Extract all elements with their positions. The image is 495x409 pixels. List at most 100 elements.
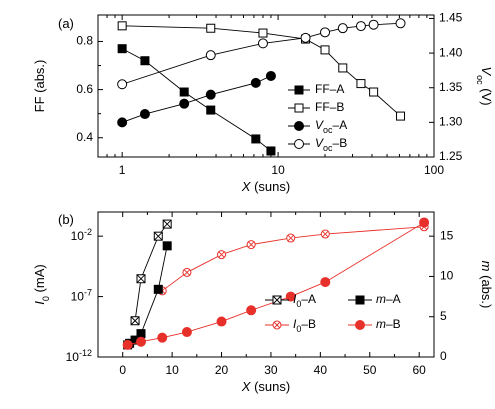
y-tick-label: 10-12 xyxy=(66,348,92,364)
data-point xyxy=(206,105,216,115)
data-point xyxy=(181,327,192,338)
legend-label: m–A xyxy=(376,292,401,306)
x-axis-label: X (suns) xyxy=(241,179,290,194)
y-tick-label: 0.6 xyxy=(76,82,93,96)
y2-axis-label: m (abs.) xyxy=(479,261,494,309)
x-tick-label: 60 xyxy=(412,363,426,377)
data-point xyxy=(266,146,276,156)
legend-marker xyxy=(294,121,304,131)
legend-label: FF–B xyxy=(315,100,344,114)
x-tick-label: 10 xyxy=(165,363,179,377)
data-point xyxy=(135,336,146,347)
data-point xyxy=(157,332,168,343)
data-point xyxy=(136,329,146,339)
data-point xyxy=(117,21,127,31)
data-point xyxy=(258,28,268,38)
data-point xyxy=(286,233,296,243)
series-line xyxy=(134,223,168,321)
data-point xyxy=(216,316,227,327)
data-point xyxy=(250,77,261,88)
y2-tick-label: 15 xyxy=(440,228,454,242)
legend-label: FF–A xyxy=(315,82,344,96)
data-point xyxy=(217,250,227,260)
y2-tick-label: 0 xyxy=(440,349,447,363)
x-tick-label: 50 xyxy=(363,363,377,377)
data-point xyxy=(300,32,311,43)
data-point xyxy=(396,111,406,121)
legend-marker xyxy=(355,295,365,305)
y-axis-label: FF (abs.) xyxy=(32,60,47,113)
data-point xyxy=(136,274,146,284)
data-point xyxy=(206,23,216,33)
data-point xyxy=(153,284,163,294)
plot-frame xyxy=(97,14,435,158)
data-point xyxy=(395,18,406,29)
data-point xyxy=(251,134,261,144)
y2-tick-label: 5 xyxy=(440,309,447,323)
data-point xyxy=(153,231,163,241)
legend-label: I0–B xyxy=(293,317,316,334)
data-point xyxy=(117,44,127,54)
data-point xyxy=(130,316,140,326)
legend-marker xyxy=(272,320,282,330)
data-point xyxy=(205,89,216,100)
data-point xyxy=(356,79,366,89)
legend: I0–A I0–B m–A m–B xyxy=(265,292,401,334)
data-point xyxy=(182,267,192,277)
legend-marker xyxy=(272,295,282,305)
legend-marker xyxy=(294,103,304,113)
y2-tick-label: 1.40 xyxy=(439,45,463,59)
y2-tick-label: 1.35 xyxy=(439,80,463,94)
data-point xyxy=(320,45,330,55)
data-point xyxy=(246,240,256,250)
data-point xyxy=(117,79,128,90)
y2-tick-label: 1.25 xyxy=(439,149,463,163)
data-point xyxy=(205,50,216,61)
y2-axis-label: Voc (V) xyxy=(475,66,494,105)
data-point xyxy=(140,56,150,66)
y-tick-label: 10-2 xyxy=(71,227,92,243)
x-tick-label: 30 xyxy=(264,363,278,377)
x-tick-label: 20 xyxy=(215,363,229,377)
y2-tick-label: 1.45 xyxy=(439,11,463,25)
x-axis-label: X (suns) xyxy=(241,379,290,394)
legend-marker xyxy=(294,139,304,149)
data-point xyxy=(320,27,331,38)
y2-tick-label: 1.30 xyxy=(439,115,463,129)
legend-label: Voc–B xyxy=(315,136,347,153)
data-point xyxy=(117,117,128,128)
panel-label: (a) xyxy=(58,16,74,31)
data-point xyxy=(122,339,133,350)
legend-marker xyxy=(355,320,365,330)
y2-tick-label: 10 xyxy=(440,269,454,283)
x-tick-label: 100 xyxy=(424,163,444,177)
data-point xyxy=(257,38,268,49)
data-point xyxy=(337,23,348,34)
data-point xyxy=(162,241,172,251)
data-point xyxy=(162,219,172,229)
panel-a: 1 10 100 0.4 0.6 0.8 1.25 1.30 1.35 1.40 1.45 FF (a… xyxy=(32,11,494,194)
data-point xyxy=(285,291,296,302)
legend-label: m–B xyxy=(376,317,401,331)
data-point xyxy=(369,87,379,97)
data-point xyxy=(246,305,257,316)
y-tick-label: 0.8 xyxy=(76,34,93,48)
legend-label: Voc–A xyxy=(315,118,347,135)
y-tick-label: 0.4 xyxy=(76,130,93,144)
legend-label: I0–A xyxy=(293,292,316,309)
panel-label: (b) xyxy=(58,212,74,227)
data-point xyxy=(320,229,330,239)
data-point xyxy=(338,63,348,73)
data-point xyxy=(320,277,331,288)
data-point xyxy=(368,19,379,30)
x-tick-label: 1 xyxy=(119,163,126,177)
data-point xyxy=(355,21,366,32)
panel-b: 0 10 20 30 40 50 60 10-12 10-7 10-2 0 5 10 15 I0 (mA) X… xyxy=(32,211,494,394)
y-axis-label: I0 (mA) xyxy=(32,264,51,304)
x-tick-label: 10 xyxy=(271,163,285,177)
legend-marker xyxy=(294,85,304,95)
data-point xyxy=(419,217,430,228)
data-point xyxy=(265,70,276,81)
